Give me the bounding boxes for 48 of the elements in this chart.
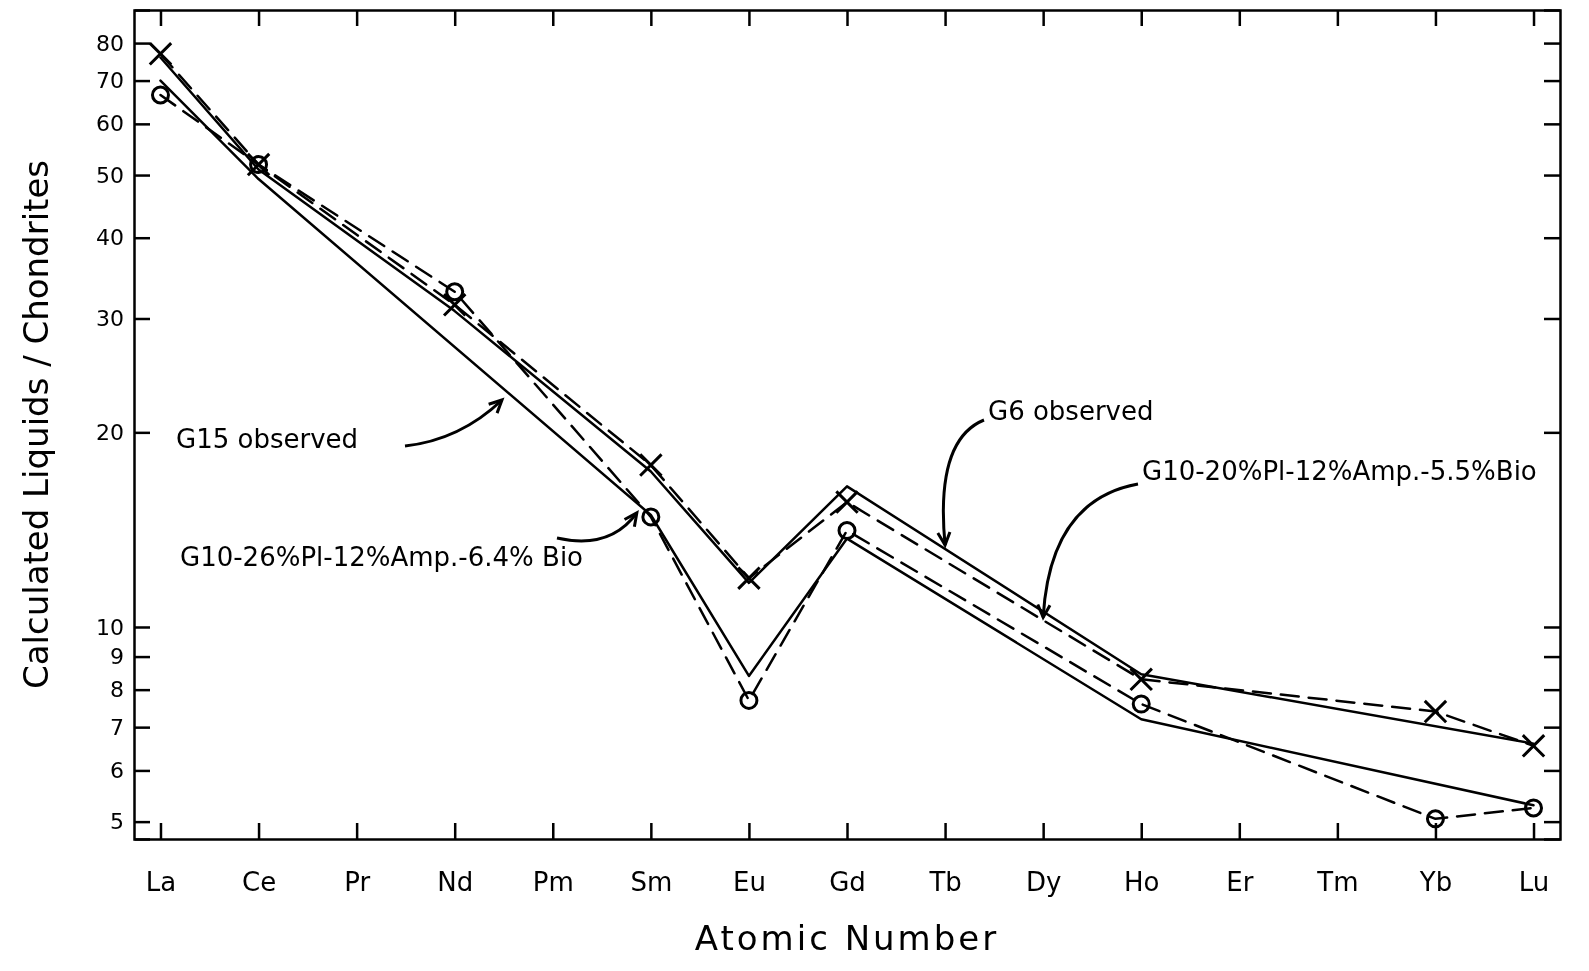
point (1423, 699, 1448, 724)
x-tick-label: La (145, 867, 177, 898)
x-tick-label: Eu (732, 867, 766, 898)
y-tick-label: 10 (96, 614, 124, 640)
y-tick-label: 70 (96, 68, 124, 94)
annotation: G10-26%Pl-12%Amp.-6.4% Bio (180, 542, 584, 572)
x-tick-label: Er (1226, 867, 1254, 898)
point (641, 507, 661, 527)
y-tick-label: 5 (110, 809, 124, 835)
point (638, 452, 664, 478)
x-tick-label: Tm (1316, 867, 1359, 898)
annotation: G10-20%Pl-12%Amp.-5.5%Bio (1142, 456, 1537, 486)
y-axis-title: Calculated Liquids / Chondrites (16, 159, 56, 690)
y-tick-label: 30 (96, 306, 124, 332)
x-tick-label: Nd (437, 867, 474, 898)
y-tick-label: 50 (96, 162, 124, 188)
x-tick-label: Yb (1418, 867, 1453, 898)
x-tick-label: Tb (928, 867, 962, 898)
point (834, 489, 860, 515)
point (837, 521, 857, 541)
point (1131, 694, 1151, 714)
y-tick-label: 8 (110, 677, 124, 703)
x-tick-label: Pr (344, 867, 371, 898)
point (442, 292, 467, 317)
y-tick-label: 20 (96, 419, 124, 445)
x-axis-title: Atomic Number (694, 918, 1000, 958)
point (736, 565, 762, 591)
x-tick-label: Sm (630, 867, 673, 898)
point (445, 282, 465, 302)
x-tick-label: Dy (1025, 867, 1062, 898)
annotation: G6 observed (988, 396, 1154, 426)
point (1524, 798, 1544, 818)
point (150, 85, 170, 105)
x-tick-label: Ce (241, 867, 277, 898)
annotation: G15 observed (176, 424, 359, 454)
y-tick-label: 80 (96, 30, 124, 56)
point (1425, 809, 1445, 829)
y-tick-label: 40 (96, 225, 124, 251)
x-tick-label: Pm (532, 867, 574, 898)
y-tick-label: 9 (110, 644, 124, 670)
x-tick-label: Gd (829, 867, 866, 898)
x-tick-label: Ho (1123, 867, 1160, 898)
y-tick-label: 7 (110, 714, 124, 740)
x-tick-label: Lu (1518, 867, 1550, 898)
y-tick-label: 60 (96, 111, 124, 137)
y-tick-label: 6 (110, 757, 124, 783)
point (1129, 667, 1154, 692)
point (739, 690, 759, 710)
